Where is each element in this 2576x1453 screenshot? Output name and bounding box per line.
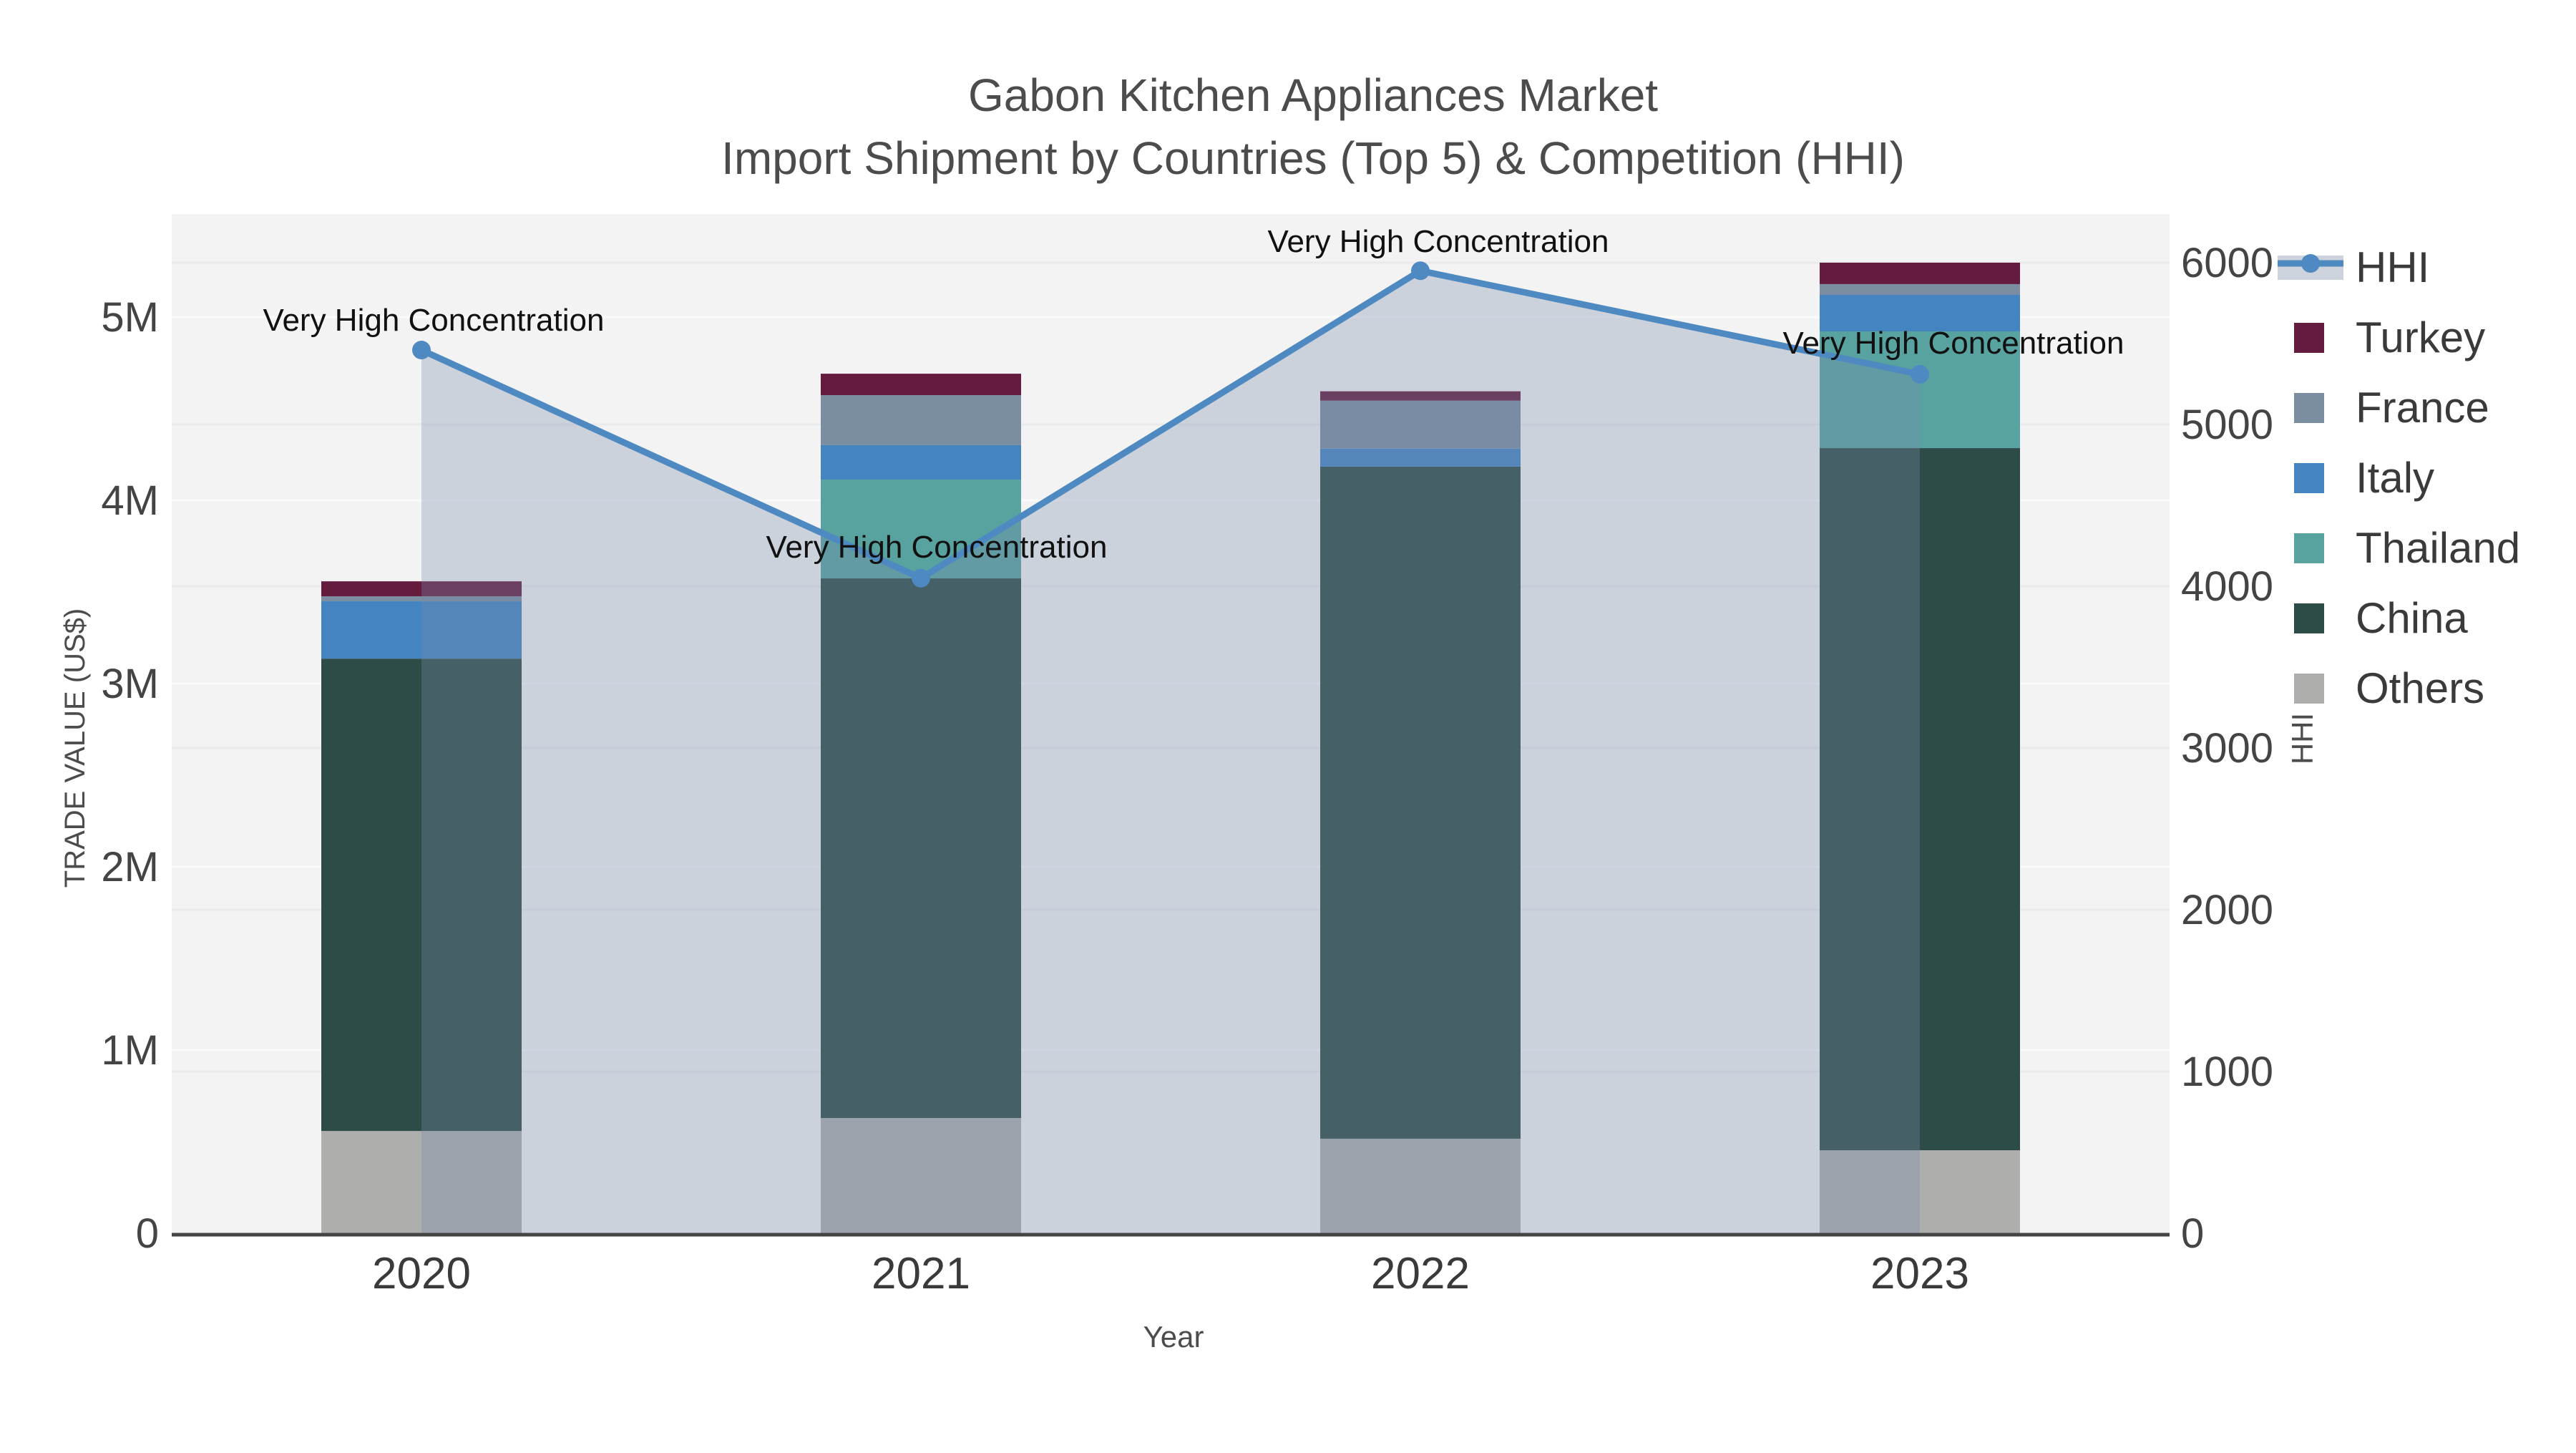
annotation-2022: Very High Concentration — [1268, 224, 1609, 259]
x-axis-tick-label-2022: 2022 — [1371, 1249, 1470, 1298]
legend-swatch-turkey — [2294, 323, 2324, 353]
bar-segment-turkey-2021 — [821, 374, 1021, 396]
y-axis-title: TRADE VALUE (US$) — [59, 608, 91, 888]
bar-segment-italy-2023 — [1820, 295, 2020, 331]
bar-segment-others-2021 — [821, 1117, 1021, 1233]
y-axis-tick-label: 3M — [101, 661, 159, 707]
bar-segment-china-2020 — [321, 659, 522, 1132]
legend-item-italy[interactable]: Italy — [2294, 454, 2434, 502]
bar-segment-turkey-2023 — [1820, 262, 2020, 284]
bar-segment-france-2020 — [321, 596, 522, 602]
legend-swatch-china — [2294, 603, 2324, 633]
x-axis-title: Year — [1143, 1320, 1204, 1354]
x-axis-tick-label-2021: 2021 — [872, 1249, 970, 1298]
hhi-area — [421, 271, 1920, 1233]
annotation-2023: Very High Concentration — [1783, 326, 2124, 361]
legend-item-thailand[interactable]: Thailand — [2294, 524, 2520, 572]
legend-label-thailand: Thailand — [2356, 524, 2520, 572]
y-axis-tick-label: 0 — [136, 1210, 159, 1257]
bar-segment-others-2023 — [1820, 1150, 2020, 1233]
annotation-2021: Very High Concentration — [766, 530, 1108, 565]
hhi-marker-2021 — [912, 568, 930, 588]
bar-segment-italy-2020 — [321, 601, 522, 659]
legend-swatch-france — [2294, 393, 2324, 423]
legend-item-turkey[interactable]: Turkey — [2294, 314, 2485, 361]
legend-swatch-others — [2294, 674, 2324, 704]
legend-label-others: Others — [2356, 664, 2484, 712]
y2-axis-tick-label: 2000 — [2181, 887, 2273, 933]
bar-segment-china-2021 — [821, 578, 1021, 1118]
chart-title-line-2: Import Shipment by Countries (Top 5) & C… — [721, 132, 1905, 184]
hhi-marker-2022 — [1411, 261, 1430, 281]
legend-label-france: France — [2356, 384, 2489, 432]
y-axis-tick-label: 1M — [101, 1027, 159, 1074]
legend-item-china[interactable]: China — [2294, 594, 2468, 642]
bar-segment-others-2020 — [321, 1131, 522, 1233]
y2-axis-tick-label: 3000 — [2181, 725, 2273, 772]
bar-segment-france-2021 — [821, 395, 1021, 445]
bar-segment-turkey-2022 — [1320, 391, 1521, 401]
legend-label-turkey: Turkey — [2356, 314, 2485, 361]
bar-segment-others-2022 — [1320, 1138, 1521, 1233]
legend-hhi-marker-icon — [2301, 254, 2320, 273]
hhi-marker-2020 — [412, 341, 431, 360]
bar-segment-italy-2021 — [821, 444, 1021, 480]
y2-axis-tick-label: 6000 — [2181, 240, 2273, 286]
bar-segment-france-2022 — [1320, 400, 1521, 449]
bar-segment-turkey-2020 — [321, 581, 522, 597]
y-axis-tick-label: 5M — [101, 294, 159, 341]
legend-label-china: China — [2356, 594, 2468, 642]
bar-segment-italy-2022 — [1320, 448, 1521, 467]
hhi-marker-2023 — [1911, 364, 1929, 384]
x-axis-tick-label-2023: 2023 — [1870, 1249, 1969, 1298]
bar-segment-thailand-2021 — [821, 480, 1021, 579]
y2-axis-title: HHI — [2285, 713, 2319, 764]
legend-item-others[interactable]: Others — [2294, 664, 2484, 712]
y2-axis-tick-label: 1000 — [2181, 1049, 2273, 1095]
annotation-2020: Very High Concentration — [263, 303, 605, 338]
x-axis-tick-label-2020: 2020 — [372, 1249, 471, 1298]
bar-segment-france-2023 — [1820, 283, 2020, 296]
y2-axis-tick-label: 4000 — [2181, 563, 2273, 610]
legend-label-hhi: HHI — [2356, 243, 2429, 291]
legend-label-italy: Italy — [2356, 454, 2434, 502]
bar-segment-china-2022 — [1320, 466, 1521, 1139]
legend-swatch-italy — [2294, 463, 2324, 493]
bar-segment-china-2023 — [1820, 448, 2020, 1151]
y-axis-tick-label: 2M — [101, 844, 159, 890]
legend-item-france[interactable]: France — [2294, 384, 2489, 432]
y-axis-tick-label: 4M — [101, 477, 159, 524]
y2-axis-tick-label: 5000 — [2181, 402, 2273, 448]
legend-item-hhi[interactable]: HHI — [2278, 243, 2429, 291]
bar-segment-thailand-2023 — [1820, 331, 2020, 449]
hhi-line — [420, 267, 1921, 582]
legend-swatch-thailand — [2294, 533, 2324, 563]
chart-title-line-1: Gabon Kitchen Appliances Market — [967, 69, 1659, 121]
y2-axis-tick-label: 0 — [2181, 1210, 2204, 1257]
